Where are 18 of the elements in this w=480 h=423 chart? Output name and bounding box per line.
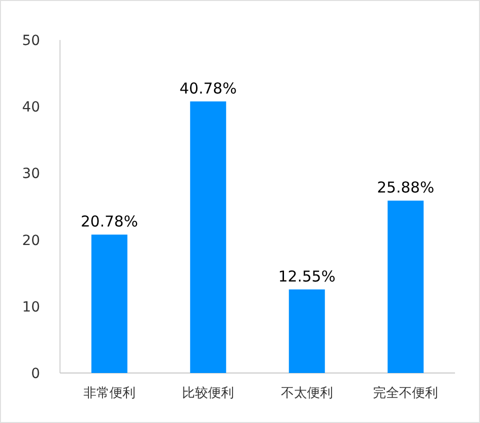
y-tick-label: 0 — [31, 366, 40, 382]
bar — [91, 234, 128, 373]
x-tick-label: 不太便利 — [280, 386, 333, 401]
x-tick-label: 比较便利 — [182, 386, 234, 401]
data-label: 40.78% — [180, 79, 237, 98]
data-label: 25.88% — [377, 178, 434, 197]
bar — [288, 289, 325, 373]
x-tick-label: 完全不便利 — [373, 385, 438, 401]
x-tick-label: 非常便利 — [83, 386, 136, 401]
bar — [388, 200, 424, 373]
y-tick-label: 40 — [22, 100, 40, 116]
y-tick-label: 50 — [22, 33, 40, 49]
y-tick-label: 30 — [22, 166, 40, 182]
bar — [190, 101, 226, 373]
data-label: 12.55% — [278, 267, 336, 286]
y-tick-label: 20 — [22, 232, 40, 249]
data-label: 20.78% — [80, 212, 138, 231]
y-tick-label: 10 — [22, 299, 40, 316]
